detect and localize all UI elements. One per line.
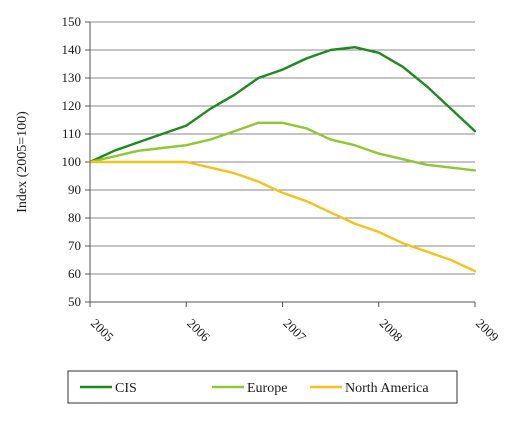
y-tick-label: 150 (62, 14, 82, 29)
x-tick-label: 2005 (88, 316, 117, 345)
y-tick-label: 70 (68, 238, 81, 253)
y-tick-label: 140 (62, 42, 82, 57)
x-tick-label: 2009 (473, 316, 502, 345)
series-line-north-america (88, 160, 477, 273)
y-tick-label: 120 (62, 98, 82, 113)
x-tick-label: 2007 (280, 316, 309, 345)
legend: CIS Europe North America (67, 370, 458, 404)
legend-box (67, 370, 458, 404)
series-layer (88, 46, 477, 273)
y-tick-label: 130 (62, 70, 82, 85)
y-tick-label: 90 (68, 182, 81, 197)
y-tick-label: 110 (62, 126, 81, 141)
legend-label: CIS (115, 381, 137, 396)
y-tick-label: 50 (68, 294, 81, 309)
x-tick-label: 2008 (377, 316, 406, 345)
y-axis-title: Index (2005=100) (15, 111, 30, 213)
series-line-europe (88, 121, 477, 172)
grid-layer (85, 21, 476, 307)
y-tick-label: 80 (68, 210, 81, 225)
x-tick-label: 2006 (184, 316, 213, 345)
legend-label: Europe (247, 381, 287, 396)
series-line-cis (88, 46, 477, 164)
y-tick-label: 60 (68, 266, 81, 281)
x-tick-labels: 2005 2006 2007 2008 2009 (88, 316, 502, 345)
legend-label: North America (345, 381, 429, 396)
y-tick-labels: 50 60 70 80 90 100 110 120 130 140 150 (62, 14, 82, 309)
y-tick-label: 100 (62, 154, 82, 169)
